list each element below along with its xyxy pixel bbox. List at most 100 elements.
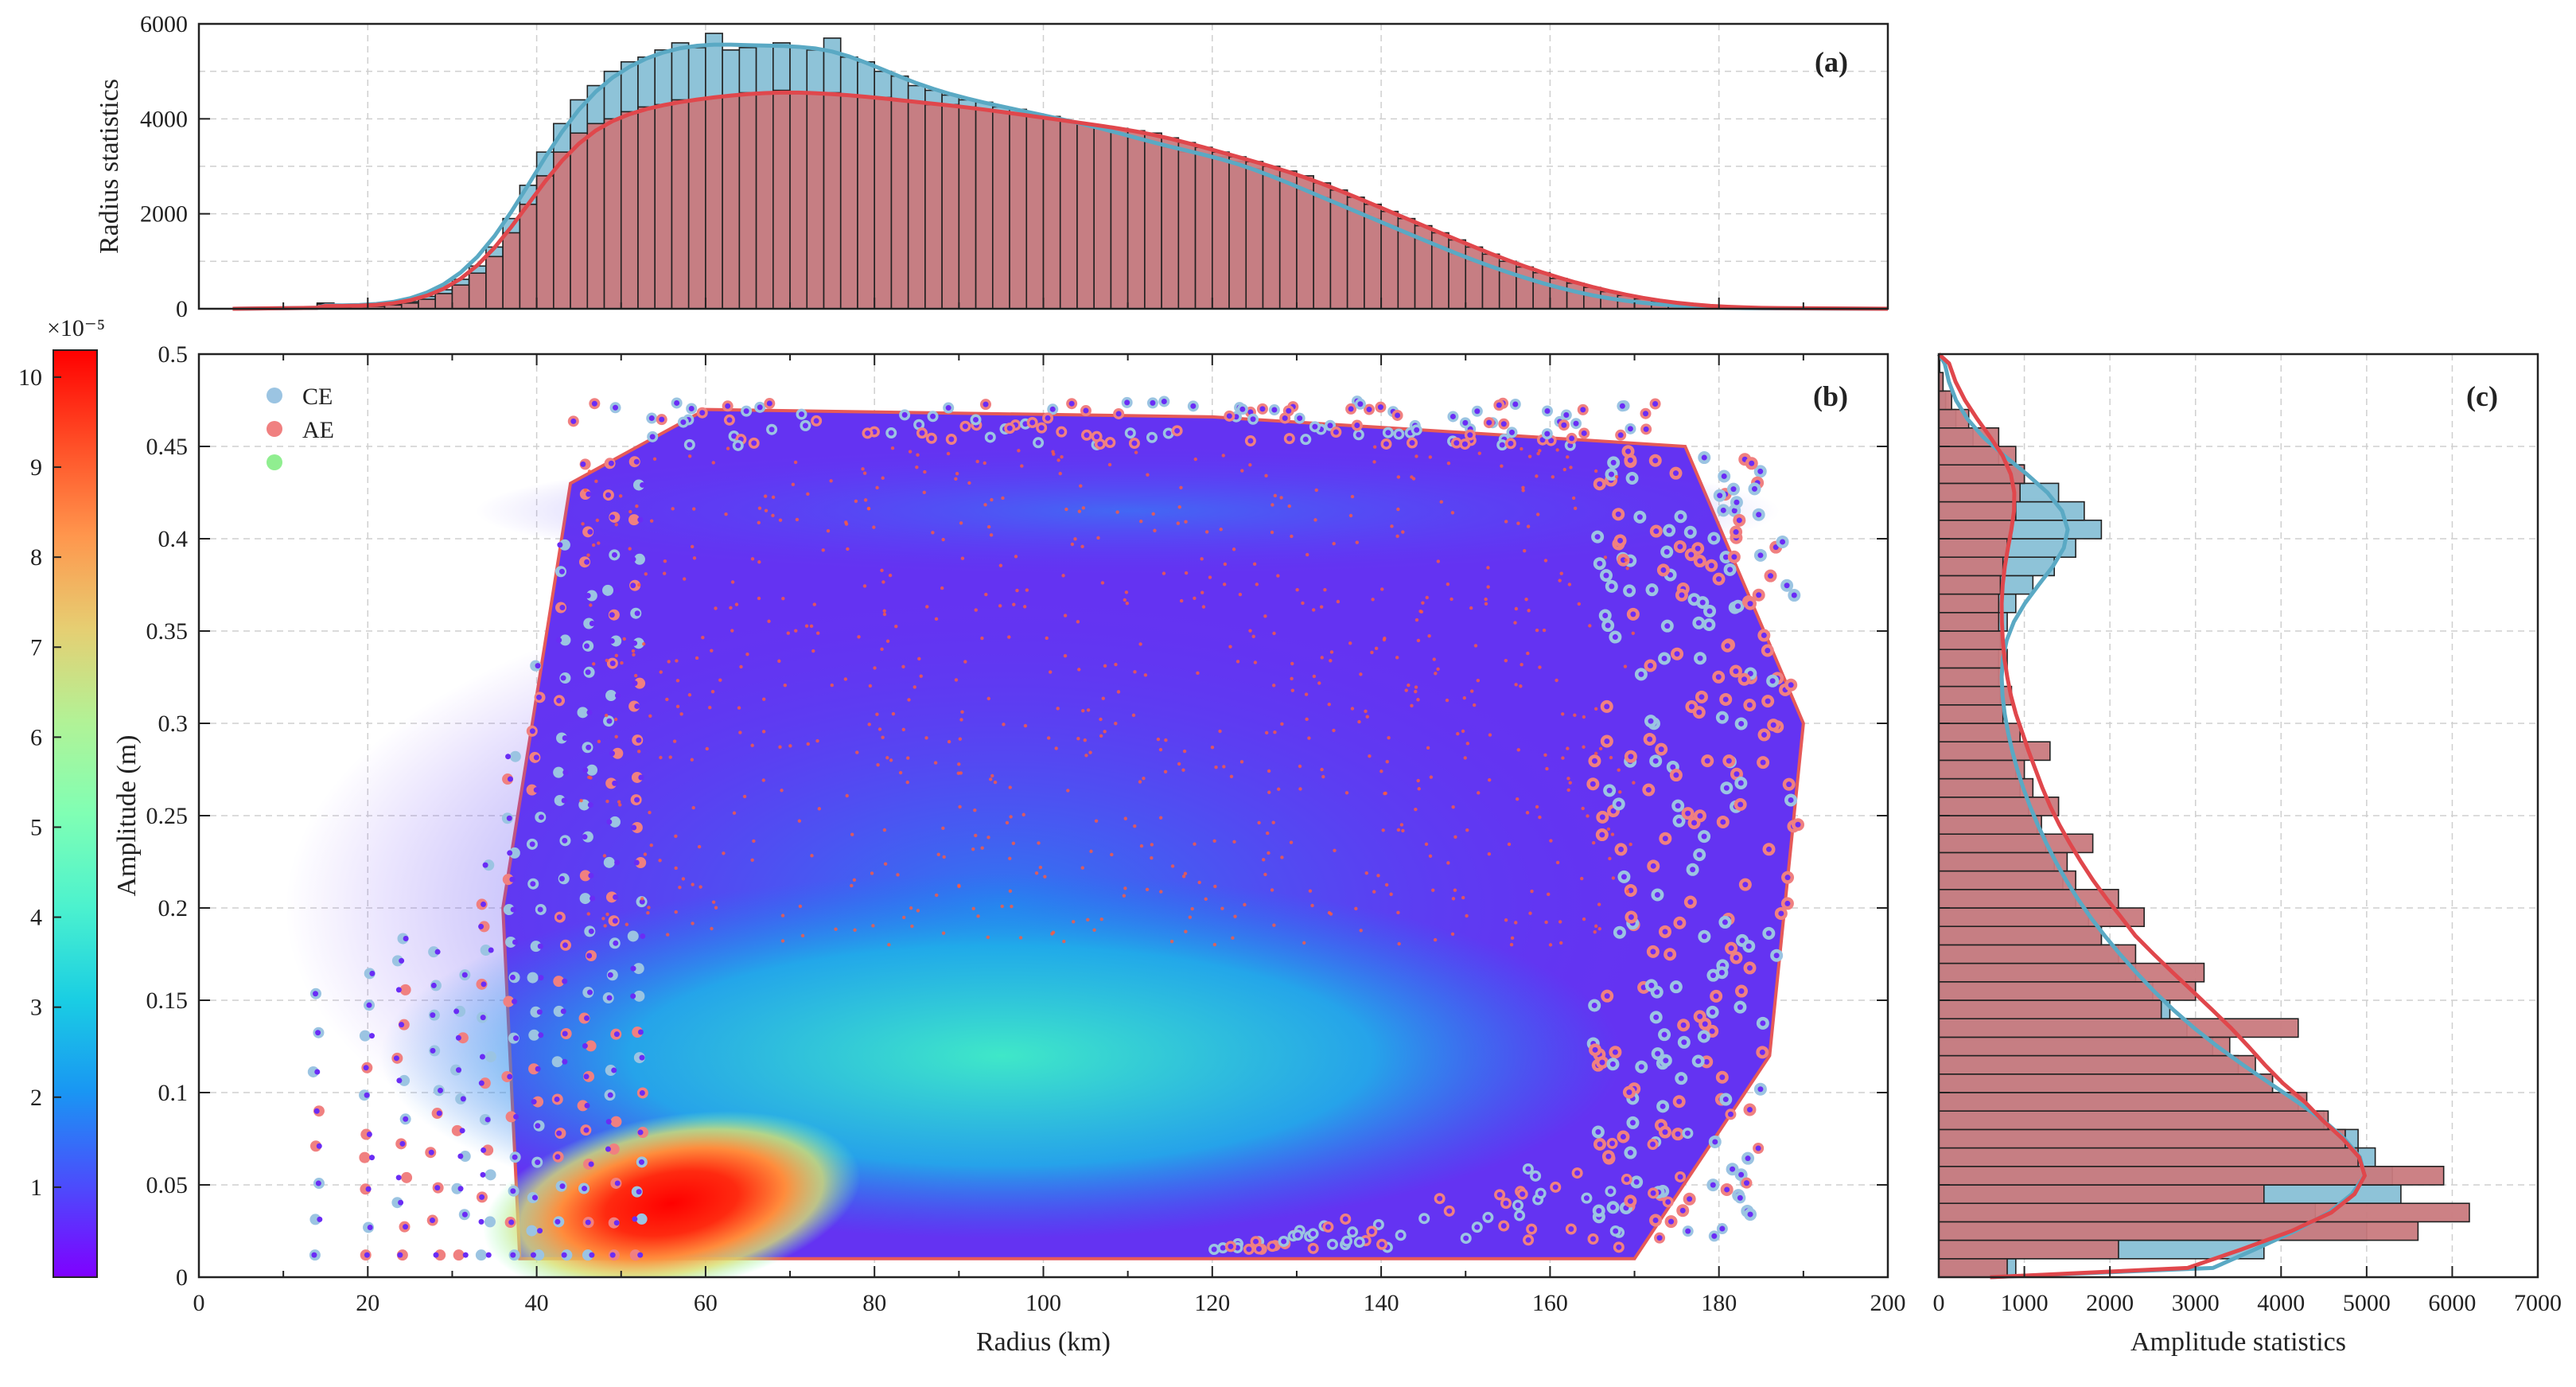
interior-speck [648,715,652,718]
interior-speck [1020,464,1023,467]
interior-speck [1429,455,1432,458]
scatter-point-core [457,1154,463,1159]
scatter-point-core [1784,901,1790,906]
scatter-point-core [1731,554,1737,559]
scatter-point-core [317,1143,322,1149]
interior-speck [762,697,765,700]
scatter-point-core [1774,953,1780,958]
interior-speck [1228,645,1232,649]
scatter-point-core [1788,797,1794,803]
x-tick-label: 40 [525,1290,549,1316]
interior-speck [901,665,905,668]
scatter-point-core [1680,1208,1686,1214]
interior-speck [1139,520,1142,523]
interior-speck [1108,463,1111,466]
bar-ae [1077,123,1094,309]
interior-speck [1477,791,1480,794]
scatter-point-core [1628,1198,1633,1204]
scatter-point-core [1409,440,1414,446]
scatter-point-core [511,907,516,913]
interior-speck [614,735,617,738]
scatter-point [552,1056,563,1067]
scatter-point-core [1599,1060,1605,1066]
interior-speck [1421,601,1424,604]
interior-speck [758,506,761,509]
scatter-point [602,585,613,596]
scatter-point-core [531,1099,537,1105]
scatter-point-core [680,419,686,425]
interior-speck [1544,559,1547,562]
interior-speck [1212,840,1216,843]
scatter-point-core [1722,473,1727,479]
scatter-point-core [1734,500,1739,505]
interior-speck [1429,855,1432,858]
interior-speck [1401,530,1404,533]
interior-speck [1380,587,1383,590]
interior-speck [603,924,606,927]
scatter-point [359,1152,370,1163]
scatter-point-core [1608,1189,1613,1194]
interior-speck [863,584,866,587]
interior-speck [999,563,1002,567]
y-tick-label: 0.3 [158,711,189,737]
interior-speck [1290,662,1294,665]
scatter-point-core [530,841,535,847]
scatter-point-core [632,1216,637,1221]
scatter-point-core [638,774,644,780]
scatter-point-core [462,972,468,978]
interior-speck [883,610,886,613]
scatter-point-core [1453,440,1459,446]
scatter-point-core [584,559,590,565]
scatter-point-core [398,1200,403,1206]
scatter-point-core [1746,944,1752,949]
scatter-point-core [636,738,641,743]
interior-speck [735,602,738,606]
interior-speck [1164,770,1167,773]
hbar-ae [1939,1019,2298,1037]
interior-speck [1231,937,1234,940]
scatter-point [527,972,539,984]
x-tick-label: 140 [1364,1290,1399,1316]
interior-speck [1103,730,1106,733]
interior-speck [881,580,885,583]
y-tick-label: 0 [176,296,188,322]
scatter-point-core [1603,573,1609,579]
scatter-point-core [1569,435,1574,441]
interior-speck [1049,670,1052,673]
interior-speck [1081,709,1084,712]
scatter-point-core [799,411,804,417]
scatter-point-core [562,838,567,843]
hbar-ae [1939,797,2059,816]
interior-speck [1328,703,1331,706]
scatter-point-core [1757,469,1763,474]
interior-speck [1126,602,1129,605]
scatter-point-core [1697,813,1702,819]
scatter-point-core [369,971,375,976]
scatter-point-core [1383,441,1389,446]
interior-speck [883,613,886,616]
interior-speck [869,684,872,688]
scatter-point-core [1652,458,1658,463]
scatter-point-core [1756,512,1761,517]
scatter-point-core [481,902,486,907]
scatter-point-core [744,408,749,414]
scatter-point-core [1509,430,1515,435]
scatter-point-core [1607,788,1613,793]
scatter-point-core [1616,801,1621,807]
scatter-point [605,690,617,701]
scatter-point-core [632,680,637,686]
interior-speck [1414,808,1417,811]
interior-speck [1504,520,1508,523]
interior-speck [1547,893,1550,896]
interior-speck [1545,767,1548,770]
y-axis-title: Radius statistics [95,79,124,254]
interior-speck [1084,754,1088,757]
scatter-point-core [438,1088,443,1093]
scatter-point-core [535,663,541,668]
scatter-point-core [582,1186,587,1191]
scatter-point-core [399,1022,404,1027]
interior-speck [1543,754,1547,757]
bar-ae [605,119,621,309]
scatter-point-core [1599,832,1605,838]
